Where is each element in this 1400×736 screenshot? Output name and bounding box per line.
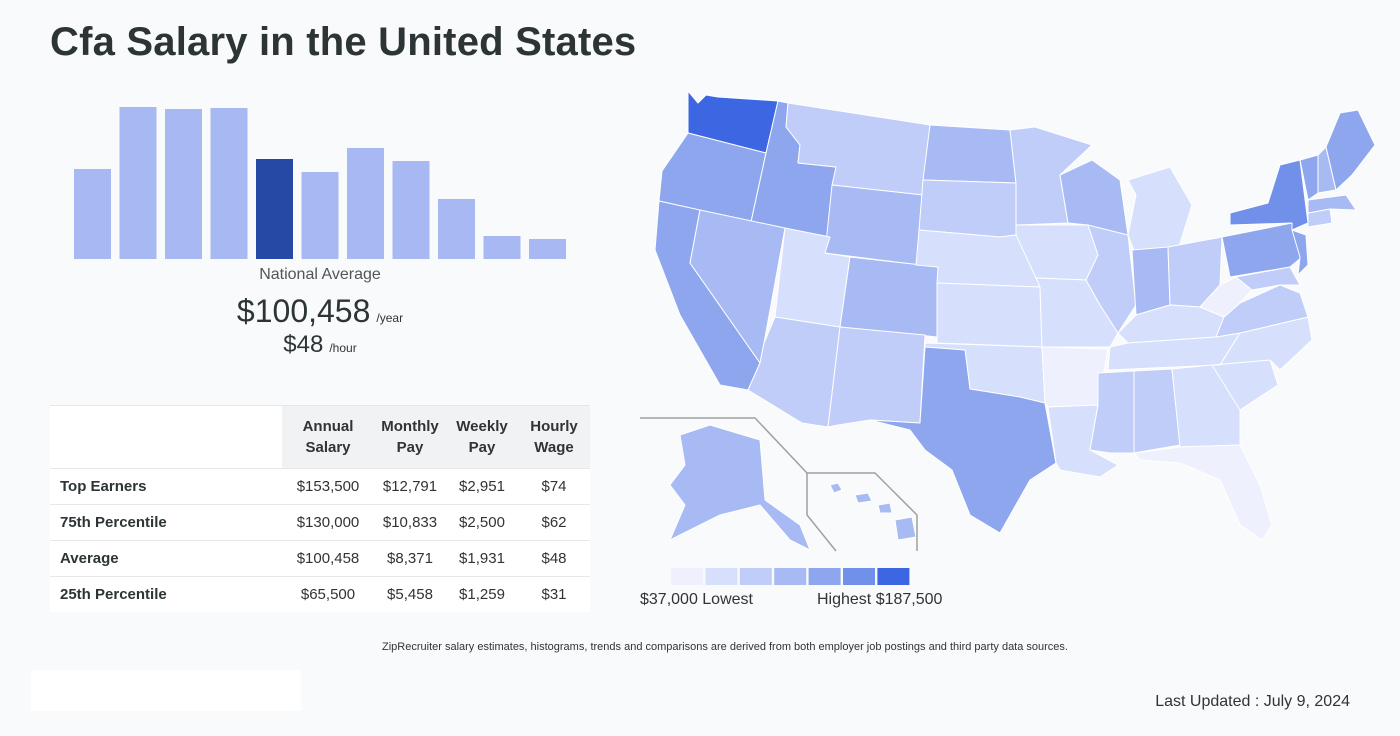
cell-hourly: $31 xyxy=(518,576,590,612)
state-tx[interactable] xyxy=(869,346,1057,534)
col-weekly-pay: Weekly Pay xyxy=(446,405,518,469)
legend-swatch xyxy=(739,568,772,585)
state-me[interactable] xyxy=(1325,109,1376,191)
cell-annual: $65,500 xyxy=(282,576,374,612)
ziprecruiter-logo[interactable] xyxy=(31,670,301,711)
state-wy[interactable] xyxy=(824,184,924,266)
state-nd[interactable] xyxy=(922,124,1017,184)
map-legend xyxy=(671,568,910,585)
legend-swatch xyxy=(774,568,807,585)
col-hourly-wage: Hourly Wage xyxy=(518,405,590,469)
cell-monthly: $12,791 xyxy=(374,468,446,505)
hawaii-inset-border xyxy=(806,472,918,552)
row-label: 75th Percentile xyxy=(50,504,282,541)
state-mi[interactable] xyxy=(1127,166,1193,254)
col-monthly-pay: Monthly Pay xyxy=(374,405,446,469)
col-annual-salary: Annual Salary xyxy=(282,405,374,469)
disclaimer-text: ZipRecruiter salary estimates, histogram… xyxy=(382,641,1068,653)
state-va[interactable] xyxy=(1215,284,1309,338)
page-title: Cfa Salary in the United States xyxy=(50,20,637,64)
row-label: 25th Percentile xyxy=(50,576,282,612)
annual-salary: $100,458/year xyxy=(50,293,590,330)
histogram-bar xyxy=(392,161,430,259)
salary-histogram xyxy=(74,107,566,259)
legend-lowest-label: $37,000 Lowest xyxy=(640,591,753,608)
state-ak[interactable] xyxy=(669,424,811,551)
cell-weekly: $2,500 xyxy=(446,504,518,541)
histogram-bar xyxy=(301,172,339,259)
state-md[interactable] xyxy=(1235,266,1301,291)
state-sd[interactable] xyxy=(918,179,1017,238)
state-nj[interactable] xyxy=(1291,229,1309,276)
annual-unit: /year xyxy=(376,311,404,325)
cell-hourly: $74 xyxy=(518,468,590,505)
legend-swatch xyxy=(705,568,738,585)
hourly-wage-value: $48 xyxy=(283,331,324,358)
state-nm[interactable] xyxy=(827,326,926,428)
table-row: 25th Percentile $65,500 $5,458 $1,259 $3… xyxy=(50,576,590,612)
state-co[interactable] xyxy=(839,256,941,338)
histogram-bar xyxy=(210,108,248,259)
cell-monthly: $5,458 xyxy=(374,576,446,612)
histogram-bar xyxy=(347,148,384,259)
table-header-row: Annual Salary Monthly Pay Weekly Pay Hou… xyxy=(50,405,590,469)
national-average-label: National Average xyxy=(259,266,381,283)
histogram-bar xyxy=(256,159,293,259)
cell-monthly: $10,833 xyxy=(374,504,446,541)
state-ny[interactable] xyxy=(1229,159,1309,231)
table-corner xyxy=(50,405,282,469)
state-il[interactable] xyxy=(1085,224,1137,334)
table-row: Average $100,458 $8,371 $1,931 $48 xyxy=(50,540,590,577)
state-ks[interactable] xyxy=(936,282,1043,348)
histogram-bar xyxy=(529,239,566,259)
cell-monthly: $8,371 xyxy=(374,540,446,577)
state-hi[interactable] xyxy=(829,482,917,541)
histogram-bar xyxy=(438,199,475,259)
last-updated: Last Updated : July 9, 2024 xyxy=(1155,693,1350,710)
cell-hourly: $62 xyxy=(518,504,590,541)
cell-weekly: $1,931 xyxy=(446,540,518,577)
cell-hourly: $48 xyxy=(518,540,590,577)
table-row: Top Earners $153,500 $12,791 $2,951 $74 xyxy=(50,468,590,505)
hourly-unit: /hour xyxy=(329,341,357,355)
row-label: Top Earners xyxy=(50,468,282,505)
legend-swatch xyxy=(877,568,910,585)
state-fl[interactable] xyxy=(1133,444,1273,541)
histogram-bar xyxy=(119,107,157,259)
legend-highest-label: Highest $187,500 xyxy=(817,591,943,608)
alaska-inset-border xyxy=(640,417,808,474)
hourly-wage: $48/hour xyxy=(50,331,590,359)
salary-table: Annual Salary Monthly Pay Weekly Pay Hou… xyxy=(50,405,590,612)
legend-swatch xyxy=(808,568,841,585)
cell-weekly: $1,259 xyxy=(446,576,518,612)
cell-annual: $130,000 xyxy=(282,504,374,541)
state-in[interactable] xyxy=(1131,246,1171,316)
annual-salary-value: $100,458 xyxy=(236,293,371,329)
cell-annual: $100,458 xyxy=(282,540,374,577)
histogram-bar xyxy=(74,169,111,259)
histogram-bar xyxy=(483,236,521,259)
legend-swatch xyxy=(843,568,875,585)
cell-weekly: $2,951 xyxy=(446,468,518,505)
state-pa[interactable] xyxy=(1221,222,1303,278)
state-ga[interactable] xyxy=(1171,364,1241,448)
legend-swatch xyxy=(671,568,703,585)
cell-annual: $153,500 xyxy=(282,468,374,505)
row-label: Average xyxy=(50,540,282,577)
table-row: 75th Percentile $130,000 $10,833 $2,500 … xyxy=(50,504,590,541)
us-salary-map xyxy=(640,90,1376,552)
state-ma[interactable] xyxy=(1307,194,1357,214)
histogram-bar xyxy=(165,109,202,259)
